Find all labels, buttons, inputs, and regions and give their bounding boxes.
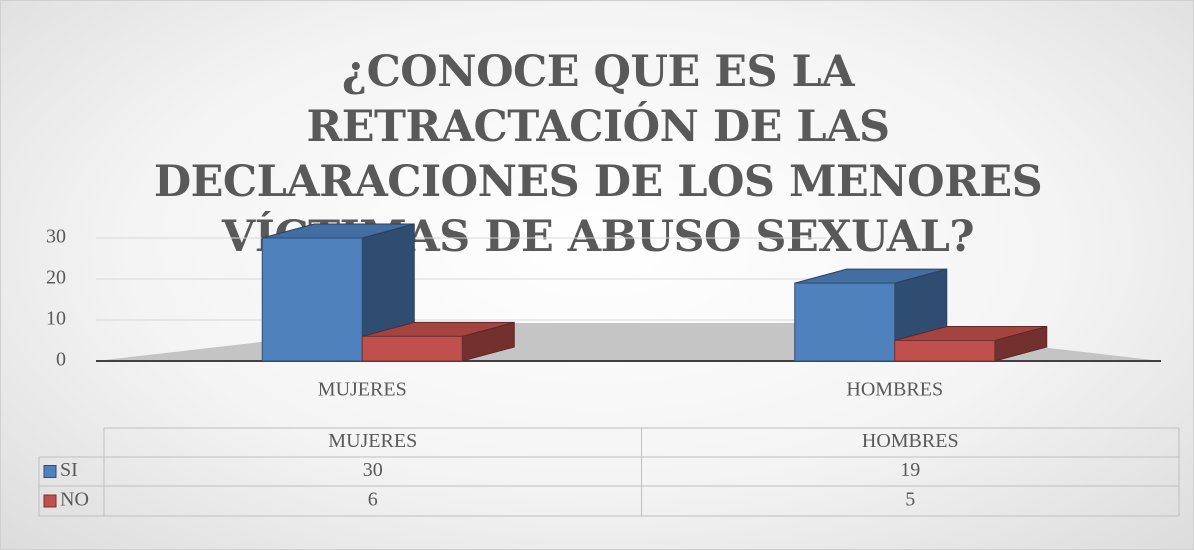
legend-label: SI — [60, 459, 78, 481]
bar — [361, 335, 463, 362]
table-value: 5 — [905, 489, 915, 511]
table-value: 6 — [368, 489, 378, 511]
bar — [794, 282, 896, 362]
bar — [894, 340, 996, 362]
x-tick-label: HOMBRES — [846, 379, 943, 401]
table-header: HOMBRES — [862, 430, 959, 452]
y-tick-label: 10 — [46, 308, 66, 330]
legend-label: NO — [60, 489, 89, 511]
table-value: 19 — [900, 459, 920, 481]
y-tick-label: 30 — [46, 226, 66, 248]
legend-key — [43, 494, 57, 508]
bar — [261, 237, 363, 362]
y-tick-label: 20 — [46, 267, 66, 289]
x-tick-label: MUJERES — [318, 379, 407, 401]
legend-key — [43, 465, 57, 478]
y-tick-label: 0 — [56, 349, 66, 371]
table-value: 30 — [363, 459, 383, 481]
table-header: MUJERES — [328, 430, 417, 452]
